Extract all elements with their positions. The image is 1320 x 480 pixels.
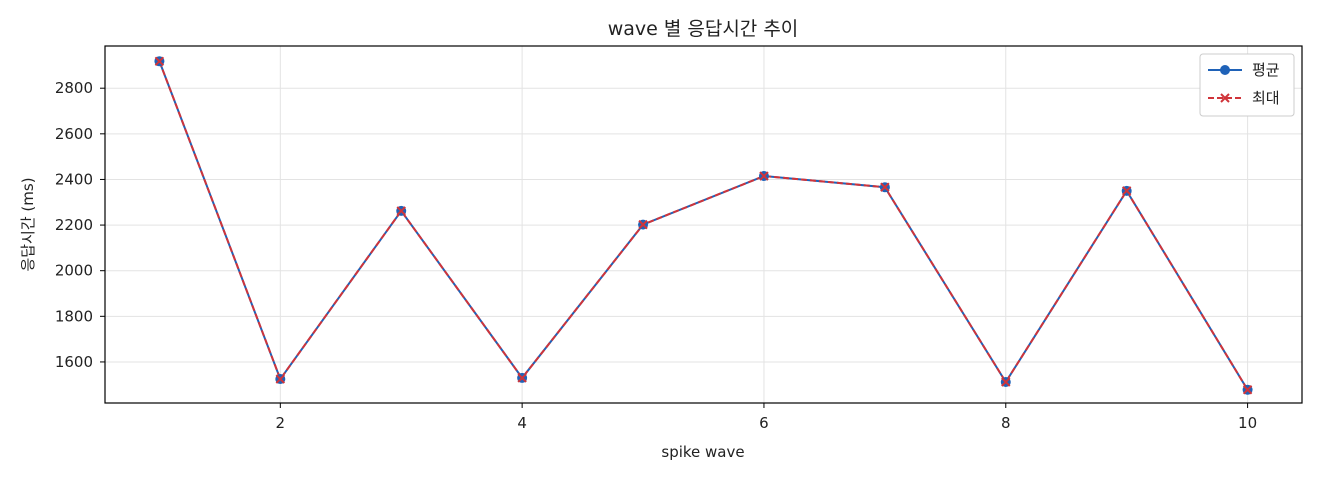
y-axis-label: 응답시간 (ms) (19, 177, 37, 271)
data-point-max (154, 56, 165, 66)
x-axis-label: spike wave (661, 443, 744, 461)
y-tick-label: 2400 (55, 170, 93, 188)
y-tick-label: 1800 (55, 307, 93, 325)
series-lines (158, 60, 1249, 391)
data-point-max (396, 206, 406, 216)
x-tick-label: 8 (1001, 414, 1011, 432)
x-tick-label: 4 (517, 414, 527, 432)
x-tick-label: 6 (759, 414, 769, 432)
data-point-max (275, 374, 286, 384)
y-tick-label: 2000 (55, 262, 93, 280)
series-markers (154, 56, 1253, 395)
data-point-max (880, 182, 890, 192)
data-point-max (759, 171, 769, 181)
y-axis-ticks: 1600 1800 2000 2200 2400 2600 2800 (55, 79, 105, 371)
legend-label-max: 최대 (1252, 89, 1280, 107)
y-tick-label: 1600 (55, 353, 93, 371)
data-point-max (1001, 377, 1011, 387)
x-tick-label: 10 (1238, 414, 1257, 432)
y-tick-label: 2600 (55, 125, 93, 143)
x-axis-ticks: 2 4 6 8 10 (276, 403, 1257, 432)
chart-title: wave 별 응답시간 추이 (608, 18, 799, 40)
legend-label-average: 평균 (1252, 61, 1280, 79)
series-line-max (158, 60, 1249, 391)
legend-box (1199, 53, 1295, 117)
data-point-max (1242, 385, 1253, 395)
legend: 평균 최대 (1199, 53, 1295, 117)
plot-frame (104, 45, 1303, 404)
data-point-max (517, 373, 527, 383)
grid-lines (105, 46, 1302, 403)
y-tick-label: 2800 (55, 79, 93, 97)
data-point-max (1121, 186, 1132, 196)
legend-marker-average (1220, 65, 1230, 75)
y-tick-label: 2200 (55, 216, 93, 234)
data-point-max (638, 219, 648, 230)
legend-marker-max (1220, 93, 1230, 103)
x-tick-label: 2 (276, 414, 286, 432)
